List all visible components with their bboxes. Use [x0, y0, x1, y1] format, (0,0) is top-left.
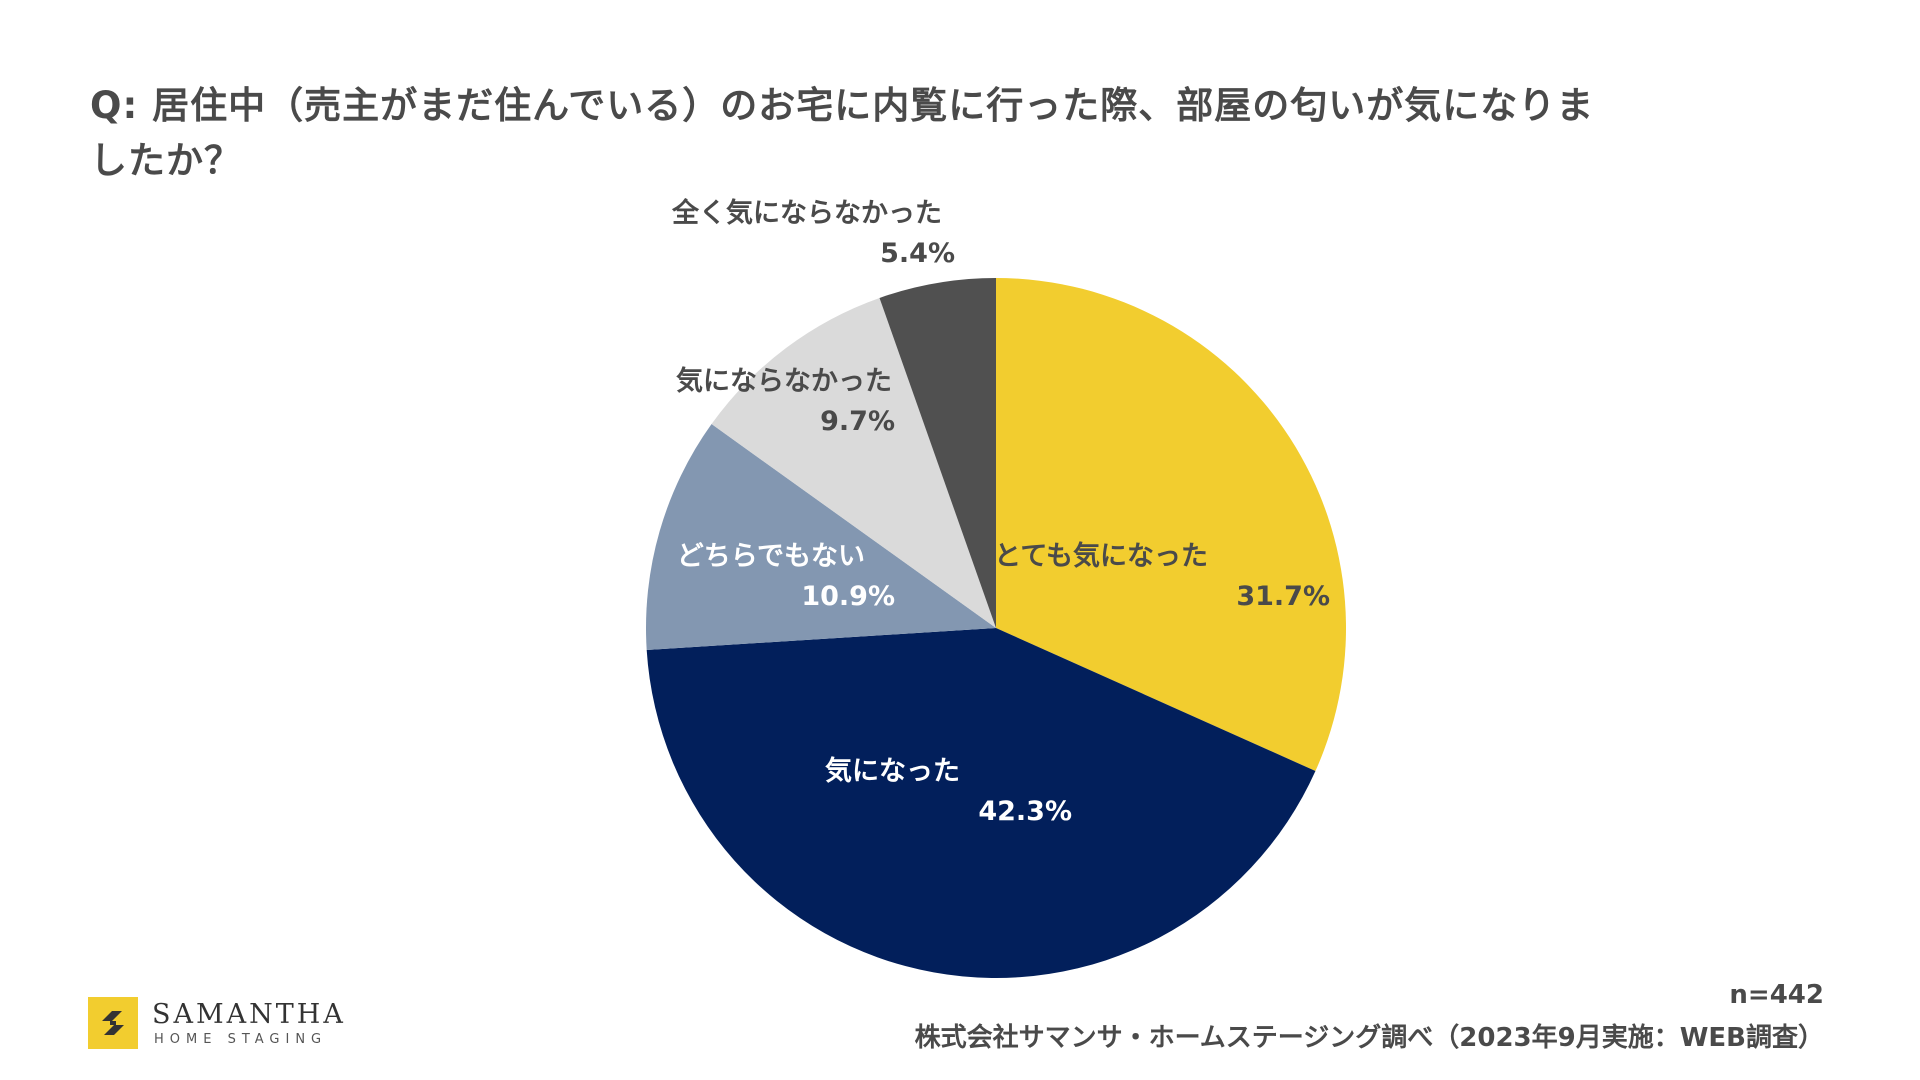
sample-size: n=442: [1729, 980, 1824, 1010]
pie-slice-3: [646, 424, 996, 650]
pie-slices: [646, 278, 1346, 978]
logo-subtitle: HOME STAGING: [154, 1032, 328, 1047]
pie-slice-2: [646, 628, 1316, 978]
slice-value-4: 9.7%: [820, 406, 895, 437]
slice-value-5: 5.4%: [880, 238, 955, 269]
samantha-logo: SAMANTHA HOME STAGING: [88, 997, 348, 1057]
slice-label-1: とても気になった: [994, 540, 1208, 572]
source-note: 株式会社サマンサ・ホームステージング調べ（2023年9月実施：WEB調査）: [914, 1023, 1824, 1053]
slice-value-1: 31.7%: [1236, 581, 1330, 612]
pie-slice-1: [996, 278, 1346, 772]
question-line-2: したか？: [90, 139, 242, 182]
pie-slice-5: [879, 278, 996, 628]
slice-label-3: どちらでもない: [677, 541, 865, 572]
pie-labels: とても気になった 31.7% 気になった 42.3% どちらでもない 10.9% 気にならな…: [671, 197, 1330, 827]
question-line-1: Q: 居住中（売主がまだ住んでいる）のお宅に内覧に行った際、部屋の匂いが気になり…: [90, 84, 1595, 127]
question-title: Q: 居住中（売主がまだ住んでいる）のお宅に内覧に行った際、部屋の匂いが気になり…: [90, 78, 1650, 188]
logo-mark-icon: [88, 997, 138, 1049]
slice-label-2: 気になった: [825, 755, 960, 787]
slice-label-5: 全く気にならなかった: [671, 197, 942, 229]
slice-label-4: 気にならなかった: [676, 365, 892, 397]
slice-value-3: 10.9%: [801, 581, 895, 612]
pie-slice-4: [711, 297, 996, 628]
logo-name: SAMANTHA: [152, 999, 346, 1030]
slice-value-2: 42.3%: [978, 796, 1072, 827]
